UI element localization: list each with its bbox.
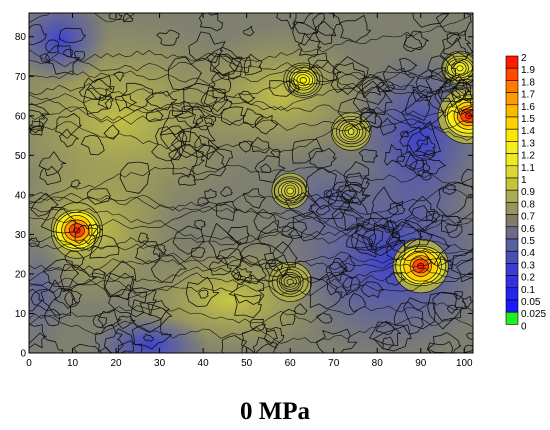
colorbar-swatch: [505, 153, 519, 167]
colorbar-label: 1.4: [521, 126, 535, 137]
colorbar-label: 1.2: [521, 151, 535, 162]
hotspot-7: [271, 172, 309, 209]
x-tick-label: 90: [415, 358, 427, 369]
colorbar-label: 2: [521, 53, 527, 64]
colorbar-swatch: [505, 104, 519, 118]
colorbar-label: 0.5: [521, 236, 535, 247]
x-tick-label: 100: [456, 358, 473, 369]
colorbar-swatch: [505, 141, 519, 154]
y-tick-label: 20: [15, 269, 27, 280]
y-tick-label: 60: [15, 111, 27, 122]
colorbar-swatch: [505, 67, 519, 81]
plot-area: [29, 13, 473, 353]
colorbar-label: 1.8: [521, 77, 535, 88]
colorbar-swatch: [505, 250, 519, 264]
colorbar-swatch: [505, 202, 519, 215]
x-tick-label: 20: [110, 358, 122, 369]
colorbar-swatch: [505, 177, 519, 191]
y-tick-label: 70: [15, 72, 27, 83]
colorbar-label: 1.7: [521, 90, 535, 101]
hotspot-6: [330, 112, 372, 151]
hotspot-1: [50, 202, 103, 259]
colorbar-label: 0.6: [521, 224, 535, 235]
x-tick-label: 70: [328, 358, 340, 369]
colorbar-label: 0.05: [521, 297, 541, 308]
colorbar-label: 1.9: [521, 65, 535, 76]
y-tick-label: 80: [15, 32, 27, 43]
y-tick-label: 0: [20, 349, 26, 360]
colorbar-swatch: [505, 238, 519, 252]
y-tick-label: 40: [15, 190, 27, 201]
colorbar-swatch: [505, 128, 519, 142]
colorbar-label: 1.5: [521, 114, 535, 125]
chart-title: 0 MPa: [239, 398, 311, 425]
x-tick-label: 10: [67, 358, 79, 369]
y-tick-label: 50: [15, 151, 27, 162]
y-tick-label: 30: [15, 230, 27, 241]
colorbar-swatch: [505, 263, 519, 276]
colorbar-swatch: [505, 165, 519, 179]
colorbar-label: 0.025: [521, 309, 546, 320]
colorbar-swatch: [505, 189, 519, 203]
colorbar-swatch: [505, 311, 519, 325]
colorbar-swatch: [505, 55, 519, 69]
colorbar-label: 1.3: [521, 138, 535, 149]
hotspot-8: [268, 261, 312, 302]
x-tick-label: 50: [241, 358, 253, 369]
x-tick-label: 40: [198, 358, 210, 369]
colorbar-swatch: [505, 214, 519, 228]
colorbar-label: 0.3: [521, 260, 535, 271]
colorbar: 00.0250.050.10.20.30.40.50.60.70.80.911.…: [505, 53, 546, 332]
colorbar-swatch: [505, 226, 519, 240]
colorbar-swatch: [505, 275, 519, 289]
contour-chart: 0 10 20 30 40 50 60 70 80 90 10001020304050607080 …: [15, 12, 546, 369]
colorbar-label: 1.1: [521, 163, 535, 174]
colorbar-label: 1: [521, 175, 527, 186]
colorbar-label: 0.4: [521, 248, 535, 259]
colorbar-swatch: [505, 80, 519, 93]
colorbar-swatch: [505, 299, 519, 313]
colorbar-label: 0: [521, 321, 527, 332]
x-tick-label: 80: [372, 358, 384, 369]
colorbar-label: 0.9: [521, 187, 535, 198]
colorbar-swatch: [505, 92, 519, 106]
hotspot-5: [283, 62, 324, 98]
colorbar-label: 0.8: [521, 199, 535, 210]
colorbar-swatch: [505, 287, 519, 301]
x-tick-label: 60: [285, 358, 297, 369]
colorbar-label: 1.6: [521, 102, 535, 113]
x-tick-label: 30: [154, 358, 166, 369]
y-tick-label: 10: [15, 309, 27, 320]
colorbar-label: 0.7: [521, 212, 535, 223]
plot-frame: [28, 12, 474, 354]
colorbar-label: 0.1: [521, 285, 535, 296]
x-tick-label: 0: [26, 358, 32, 369]
colorbar-swatch: [505, 116, 519, 130]
colorbar-label: 0.2: [521, 273, 535, 284]
